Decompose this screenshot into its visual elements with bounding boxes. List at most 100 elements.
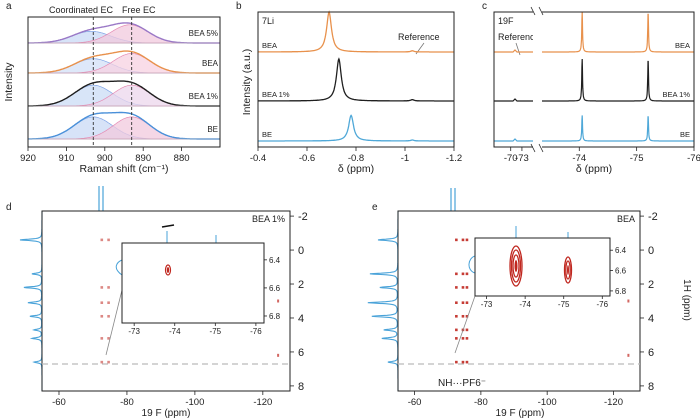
panel-c-traces: BEA BEA 1% BE	[494, 11, 694, 142]
spot	[627, 299, 630, 303]
panel-a-series-label: BEA	[202, 59, 219, 68]
panel-c-series-line	[542, 58, 694, 102]
x-tick-label: -60	[408, 397, 422, 408]
panel-b-reference: Reference	[398, 32, 440, 42]
spot	[465, 337, 469, 340]
panel-c-series-line	[542, 11, 694, 53]
panel-a-ylabel: Intensity	[3, 62, 15, 102]
spot	[465, 301, 469, 304]
panel-b-x-ticks: -0.4 -0.6 -0.8 -1 -1.2	[250, 147, 462, 164]
panel-e: e BEA NH···PF6⁻ -60 -80 -100 -120 -2 0 2 4 6 8 1…	[367, 188, 692, 419]
panel-e-inset-y-ticks: 6.4 6.6 6.8	[610, 246, 627, 296]
spot	[455, 238, 458, 242]
inset-x-tick-label: -73	[481, 300, 493, 309]
spot	[277, 353, 280, 357]
spot	[100, 360, 104, 364]
spot	[455, 314, 458, 318]
panel-a-x-tick-label: 880	[174, 153, 190, 164]
x-tick-label: -120	[253, 397, 272, 408]
panel-c-break-mark	[538, 143, 544, 153]
panel-b-series-line	[258, 10, 454, 53]
x-tick-label: -100	[538, 397, 557, 408]
panel-c-frame	[493, 11, 695, 148]
y-tick-label: -2	[298, 211, 308, 223]
panel-d-inset-mark	[161, 224, 175, 228]
panel-c-axis-break	[533, 9, 542, 150]
spot	[107, 238, 110, 242]
panel-e-inset-x-ticks: -73 -74 -75 -76	[481, 296, 609, 309]
inset-y-tick-label: 6.8	[615, 287, 627, 296]
panel-c-x-tick-label: -73	[515, 153, 529, 164]
panel-a-traces: BEA 5% BEA BEA 1% BE	[27, 17, 220, 147]
panel-e-inset-spot-b	[563, 256, 573, 284]
panel-a-series-label: BEA 1%	[189, 92, 218, 101]
spot	[107, 360, 110, 364]
left-projection-line	[19, 211, 43, 391]
spot	[107, 301, 110, 304]
spot	[455, 286, 458, 289]
panel-c-series-line	[542, 115, 694, 142]
inset-y-tick-label: 6.4	[615, 246, 627, 255]
inset-x-tick-label: -74	[169, 327, 181, 336]
panel-c-x-tick-label: -70	[504, 153, 518, 164]
panel-e-left-projection	[367, 211, 399, 391]
spot	[461, 360, 465, 364]
panel-c-series-label: BEA 1%	[662, 90, 690, 99]
panel-b-series-line	[258, 114, 454, 142]
panel-a-x-tick-label: 890	[135, 153, 151, 164]
panel-c-x-tick-label: -75	[630, 153, 644, 164]
panel-c-series-label: BEA	[675, 41, 690, 50]
spot	[107, 286, 110, 289]
inset-x-tick-label: -76	[597, 300, 609, 309]
spot	[461, 272, 465, 276]
panel-d-label: BEA 1%	[252, 214, 285, 224]
x-tick-label: -60	[52, 397, 66, 408]
panel-e-inset-frame	[474, 237, 611, 297]
panel-d-inset-frame	[121, 242, 265, 324]
panel-a: a Coordinated EC Free EC BEA 5% BEA BEA 1%…	[3, 1, 221, 175]
panel-d-letter: d	[6, 202, 12, 213]
y-tick-label: 6	[648, 347, 654, 359]
panel-b: b 7Li Reference BEA BEA 1% BE -0.4 -0.6 -0.8…	[236, 1, 462, 175]
inset-x-tick-label: -76	[250, 327, 262, 336]
panel-e-letter: e	[372, 202, 378, 213]
y-tick-label: 8	[298, 381, 304, 393]
panel-e-xlabel: 19 F (ppm)	[496, 408, 545, 419]
y-tick-label: -2	[648, 211, 658, 223]
panel-d-y-ticks: -2 0 2 4 6 8	[290, 211, 308, 393]
panel-e-label: BEA	[617, 214, 635, 224]
panel-a-x-tick-label: 920	[20, 153, 36, 164]
spot	[465, 272, 469, 276]
panel-d-inset: -73 -74 -75 -76 6.4 6.6 6.8	[105, 224, 281, 356]
panel-d-inset-pointer	[105, 289, 123, 356]
spot	[455, 360, 458, 364]
panel-b-traces: BEA BEA 1% BE	[258, 10, 454, 142]
y-tick-label: 4	[648, 313, 654, 325]
spot	[465, 328, 469, 332]
x-tick-label: -100	[185, 397, 204, 408]
panel-d-frame	[41, 210, 291, 392]
panel-b-series-label: BEA	[262, 41, 277, 50]
panel-a-letter: a	[6, 1, 12, 12]
inset-y-tick-label: 6.4	[269, 256, 281, 265]
inset-x-tick-label: -73	[128, 327, 140, 336]
panel-d-inset-x-ticks: -73 -74 -75 -76	[128, 323, 262, 336]
panel-e-frame	[397, 210, 641, 392]
panel-b-xlabel: δ (ppm)	[338, 163, 374, 175]
spot	[461, 314, 465, 318]
panel-a-series-label: BE	[207, 125, 218, 134]
panel-a-frame	[27, 16, 221, 148]
panel-e-inset-spot-a	[509, 245, 523, 287]
panel-c-xlabel: δ (ppm)	[576, 163, 612, 175]
panel-c-reference: Reference	[498, 32, 540, 42]
panel-b-series-line	[258, 57, 454, 102]
x-tick-label: -80	[120, 397, 134, 408]
inset-y-tick-label: 6.6	[269, 284, 281, 293]
panel-c-series-label: BE	[680, 130, 690, 139]
panel-c-series-line	[494, 49, 533, 53]
inset-x-tick-label: -75	[210, 327, 222, 336]
inset-y-tick-label: 6.8	[269, 312, 281, 321]
inset-x-tick-label: -75	[558, 300, 570, 309]
panel-e-inset-pointer	[454, 295, 476, 354]
